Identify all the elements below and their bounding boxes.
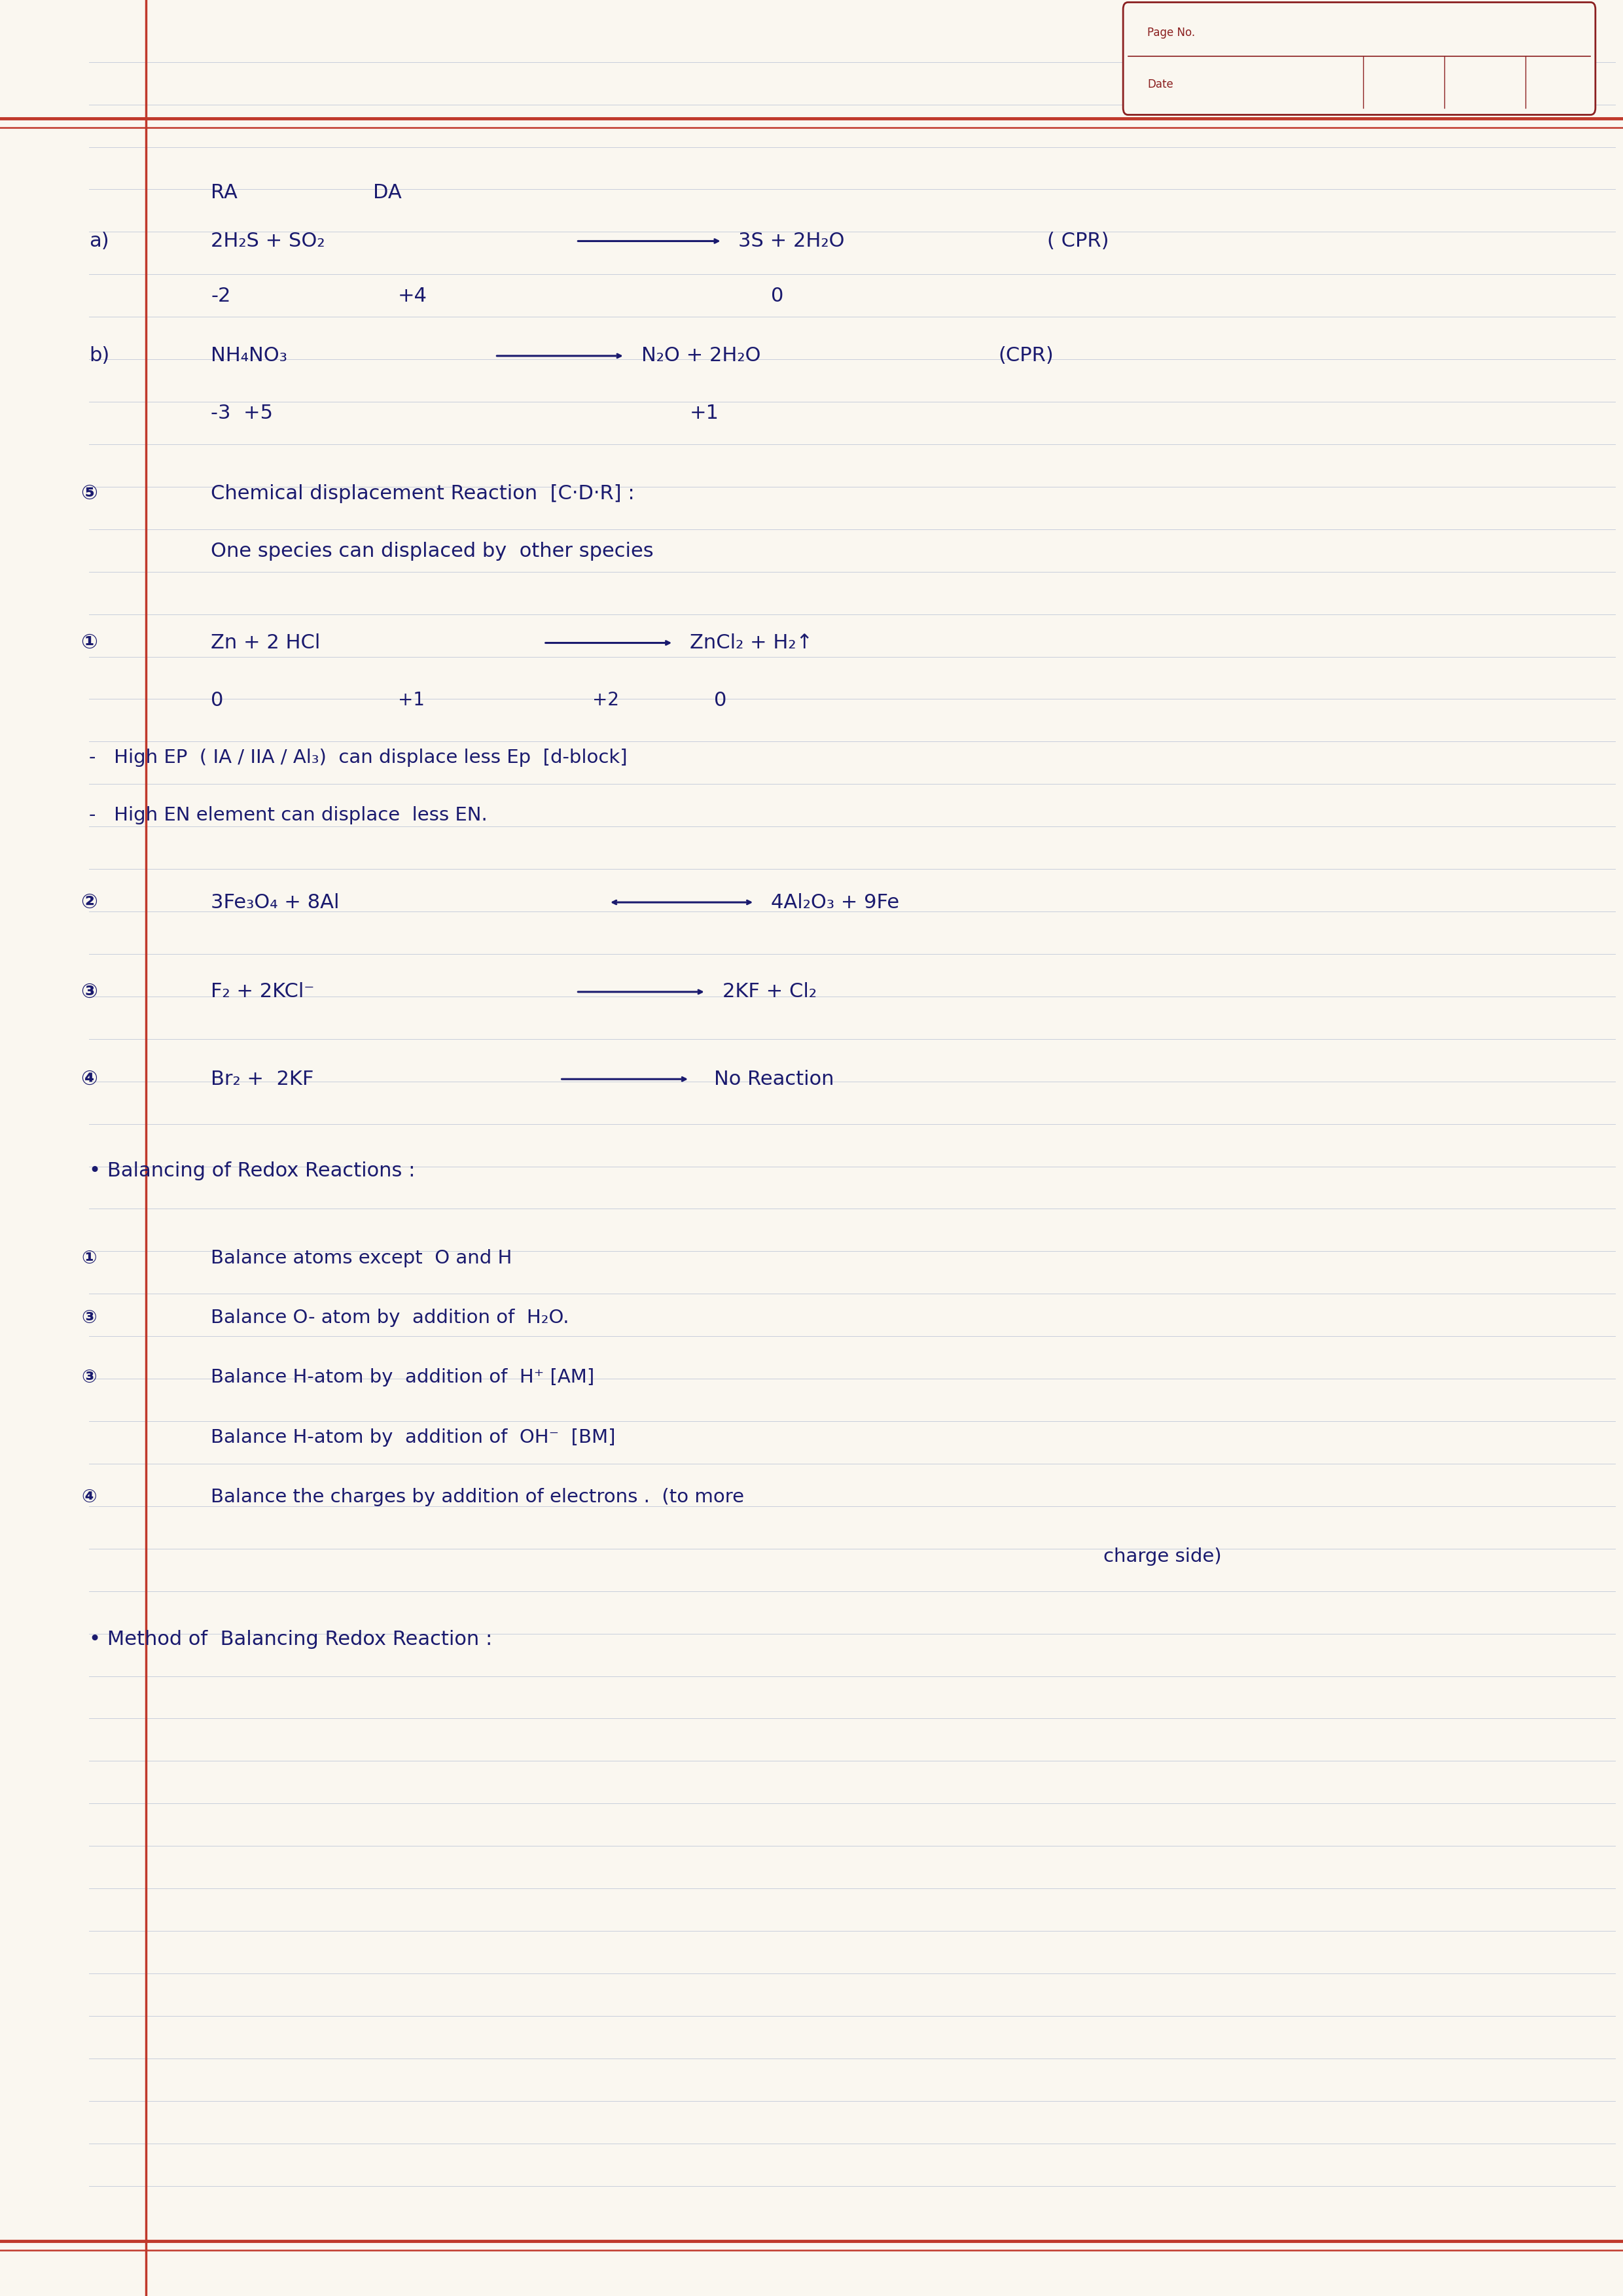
Text: ZnCl₂ + H₂↑: ZnCl₂ + H₂↑ [690, 634, 813, 652]
Text: • Balancing of Redox Reactions :: • Balancing of Redox Reactions : [89, 1162, 415, 1180]
Text: Balance the charges by addition of electrons .  (to more: Balance the charges by addition of elect… [211, 1488, 745, 1506]
Text: Chemical displacement Reaction  [C·D·R] :: Chemical displacement Reaction [C·D·R] : [211, 484, 635, 503]
Text: F₂ + 2KCl⁻: F₂ + 2KCl⁻ [211, 983, 315, 1001]
Text: ②: ② [81, 893, 97, 912]
Text: 2H₂S + SO₂: 2H₂S + SO₂ [211, 232, 325, 250]
Text: b): b) [89, 347, 110, 365]
Text: Balance atoms except  O and H: Balance atoms except O and H [211, 1249, 513, 1267]
Text: 0: 0 [211, 691, 224, 709]
Text: charge side): charge side) [1104, 1548, 1222, 1566]
Text: ( CPR): ( CPR) [1047, 232, 1109, 250]
Text: Balance H-atom by  addition of  OH⁻  [BM]: Balance H-atom by addition of OH⁻ [BM] [211, 1428, 615, 1446]
Text: NH₄NO₃: NH₄NO₃ [211, 347, 287, 365]
Text: -3  +5: -3 +5 [211, 404, 273, 422]
Text: DA: DA [373, 184, 403, 202]
Text: N₂O + 2H₂O: N₂O + 2H₂O [641, 347, 761, 365]
Text: a): a) [89, 232, 109, 250]
Text: RA: RA [211, 184, 237, 202]
Text: One species can displaced by  other species: One species can displaced by other speci… [211, 542, 654, 560]
Text: -   High EN element can displace  less EN.: - High EN element can displace less EN. [89, 806, 487, 824]
Text: ④: ④ [81, 1070, 97, 1088]
Text: (CPR): (CPR) [998, 347, 1053, 365]
Text: -2: -2 [211, 287, 230, 305]
Text: Br₂ +  2KF: Br₂ + 2KF [211, 1070, 313, 1088]
Text: ①: ① [81, 1249, 97, 1267]
Text: 2KF + Cl₂: 2KF + Cl₂ [722, 983, 816, 1001]
Text: No Reaction: No Reaction [714, 1070, 834, 1088]
Text: ③: ③ [81, 983, 97, 1001]
Text: • Method of  Balancing Redox Reaction :: • Method of Balancing Redox Reaction : [89, 1630, 492, 1649]
Text: +2: +2 [592, 691, 620, 709]
Text: 4Al₂O₃ + 9Fe: 4Al₂O₃ + 9Fe [771, 893, 899, 912]
Text: Date: Date [1147, 78, 1173, 90]
Text: Page No.: Page No. [1147, 28, 1195, 39]
Text: +1: +1 [398, 691, 425, 709]
Text: ③: ③ [81, 1368, 97, 1387]
Text: -   High EP  ( IA / IIA / Al₃)  can displace less Ep  [d-block]: - High EP ( IA / IIA / Al₃) can displace… [89, 748, 628, 767]
Text: 0: 0 [771, 287, 784, 305]
Text: ①: ① [81, 634, 97, 652]
Text: Zn + 2 HCl: Zn + 2 HCl [211, 634, 320, 652]
Text: +1: +1 [690, 404, 719, 422]
Text: ⑤: ⑤ [81, 484, 97, 503]
Text: Balance H-atom by  addition of  H⁺ [AM]: Balance H-atom by addition of H⁺ [AM] [211, 1368, 594, 1387]
Text: ③: ③ [81, 1309, 97, 1327]
Text: 0: 0 [714, 691, 727, 709]
FancyBboxPatch shape [1123, 2, 1595, 115]
Text: +4: +4 [398, 287, 427, 305]
Text: 3S + 2H₂O: 3S + 2H₂O [738, 232, 846, 250]
Text: Balance O- atom by  addition of  H₂O.: Balance O- atom by addition of H₂O. [211, 1309, 570, 1327]
Text: ④: ④ [81, 1488, 97, 1506]
Text: 3Fe₃O₄ + 8Al: 3Fe₃O₄ + 8Al [211, 893, 339, 912]
